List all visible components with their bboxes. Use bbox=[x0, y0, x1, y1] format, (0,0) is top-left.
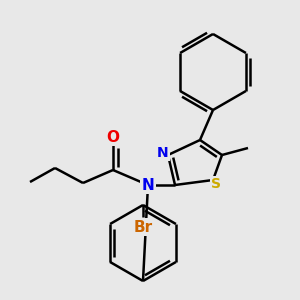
Text: N: N bbox=[157, 146, 169, 160]
Text: S: S bbox=[211, 177, 221, 191]
Text: Br: Br bbox=[134, 220, 153, 235]
Text: O: O bbox=[106, 130, 119, 145]
Text: N: N bbox=[142, 178, 154, 193]
